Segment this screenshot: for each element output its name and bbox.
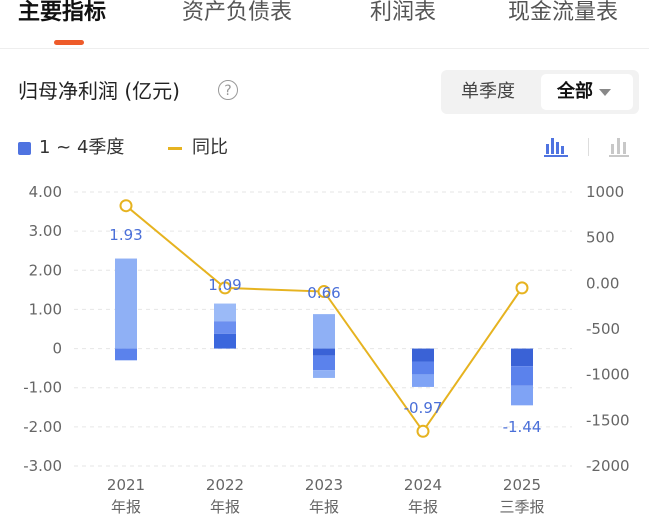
bar-segment: [313, 314, 335, 349]
x-axis-labels: 2021 年报 2022 年报 2023 年报 2024 年报 2025 三季报: [107, 476, 545, 516]
bar-segment: [214, 333, 236, 349]
right-tick-label: -1000: [586, 366, 630, 384]
bar-series: [115, 258, 533, 406]
bar-segment: [412, 374, 434, 387]
period-option-quarterly[interactable]: 单季度: [461, 81, 515, 102]
left-tick-label: 2.00: [29, 261, 62, 279]
x-year-label: 2021: [107, 476, 145, 494]
bar-segment: [115, 258, 137, 349]
left-axis: 4.00 3.00 2.00 1.00 0 -1.00 -2.00 -3.00: [23, 183, 62, 475]
bar-segment: [511, 348, 533, 367]
x-period-label: 年报: [309, 498, 339, 516]
bar-segment: [115, 348, 137, 361]
yoy-point: [119, 199, 133, 213]
tab-bar: 主要指标 资产负债表 利润表 现金流量表: [0, 0, 649, 48]
bar-segment: [313, 370, 335, 378]
bar-value-label: 1.09: [208, 276, 241, 294]
bar-segment: [511, 385, 533, 406]
x-period-label: 年报: [111, 498, 141, 516]
yoy-point: [317, 285, 331, 299]
left-tick-label: 4.00: [29, 183, 62, 201]
legend-line[interactable]: 同比: [168, 136, 228, 160]
bar-segment: [412, 348, 434, 362]
period-option-all-label: 全部: [557, 81, 593, 102]
left-tick-label: 0: [52, 340, 62, 358]
view-separator: [588, 138, 589, 156]
yoy-line-series: [119, 199, 529, 438]
bar-value-label: 0.66: [307, 284, 340, 302]
left-tick-label: 1.00: [29, 300, 62, 318]
x-period-label: 年报: [210, 498, 240, 516]
legend-square-icon: [18, 141, 31, 155]
left-tick-label: -3.00: [23, 457, 62, 475]
yoy-point: [218, 281, 232, 295]
metric-title: 归母净利润 (亿元): [18, 79, 180, 103]
right-tick-label: -2000: [586, 457, 630, 475]
legend-bars[interactable]: 1 ~ 4季度: [18, 136, 124, 160]
bar-value-label: -0.97: [404, 399, 443, 417]
tab-divider: [0, 48, 649, 49]
bar-segment: [214, 321, 236, 334]
legend-line-label: 同比: [192, 137, 228, 158]
question-circle-icon[interactable]: ?: [218, 80, 238, 100]
bar-segment: [412, 361, 434, 375]
left-tick-label: 3.00: [29, 222, 62, 240]
yoy-point: [515, 281, 529, 295]
legend-bar-label: 1 ~ 4季度: [39, 137, 125, 158]
stacked-bar-icon[interactable]: [607, 134, 633, 158]
bar-segment: [313, 348, 335, 356]
tab-main-indicators[interactable]: 主要指标: [18, 0, 107, 25]
right-axis: 1000 500 0.00 -500 -1000 -1500 -2000: [586, 183, 630, 475]
bar-segment: [511, 366, 533, 386]
x-year-label: 2023: [305, 476, 343, 494]
x-period-label: 年报: [408, 498, 438, 516]
bar-value-label: 1.93: [109, 226, 142, 244]
right-tick-label: -1500: [586, 411, 630, 429]
left-tick-label: -2.00: [23, 418, 62, 436]
right-tick-label: -500: [586, 320, 620, 338]
x-year-label: 2024: [404, 476, 442, 494]
legend-line-icon: [168, 146, 182, 150]
bar-chart-icon[interactable]: [543, 134, 569, 158]
caret-down-icon: [599, 88, 611, 96]
period-option-all[interactable]: 全部: [541, 74, 633, 110]
yoy-point: [416, 424, 430, 438]
right-tick-label: 500: [586, 229, 615, 247]
tab-cash-flow[interactable]: 现金流量表: [508, 0, 619, 25]
profit-chart: 4.00 3.00 2.00 1.00 0 -1.00 -2.00 -3.00 1000 500…: [23, 183, 630, 516]
tab-balance-sheet[interactable]: 资产负债表: [182, 0, 293, 25]
x-period-label: 三季报: [499, 498, 544, 516]
period-toggle: 单季度 全部: [441, 70, 639, 114]
left-tick-label: -1.00: [23, 379, 62, 397]
bar-value-label: -1.44: [503, 418, 542, 436]
tab-income-statement[interactable]: 利润表: [370, 0, 437, 25]
bar-segment: [214, 303, 236, 322]
x-year-label: 2025: [503, 476, 541, 494]
x-year-label: 2022: [206, 476, 244, 494]
bar-data-labels: 1.93 1.09 0.66 -0.97 -1.44: [109, 226, 541, 436]
right-tick-label: 1000: [586, 183, 624, 201]
bar-segment: [313, 355, 335, 371]
active-tab-indicator: [54, 40, 84, 45]
right-tick-label: 0.00: [586, 274, 619, 292]
